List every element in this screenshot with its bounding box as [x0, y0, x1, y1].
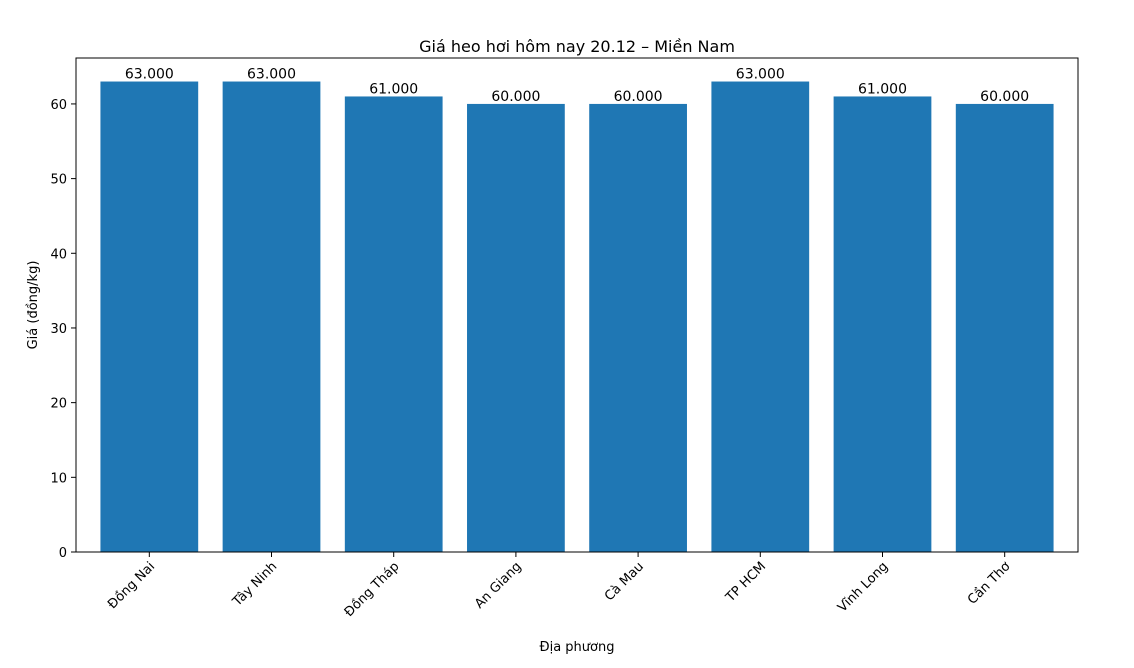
- data-label: 63.000: [247, 67, 296, 83]
- y-tick-label: 20: [50, 397, 67, 412]
- data-label: 63.000: [125, 67, 174, 83]
- bar: [589, 103, 687, 553]
- x-axis: Đồng Nai Tây Ninh Đồng Tháp An Giang Cà Mau T…: [105, 552, 1014, 620]
- x-axis-label: Địa phương: [540, 640, 615, 655]
- bar: [467, 103, 565, 553]
- x-tick-label: TP HCM: [722, 559, 769, 606]
- bar: [100, 81, 199, 553]
- bar: [833, 96, 932, 552]
- x-tick-label: Cần Thơ: [965, 559, 1014, 608]
- data-label: 60.000: [980, 89, 1029, 105]
- y-tick-label: 40: [50, 247, 67, 262]
- data-labels-group: 63.000 63.000 61.000 60.000 60.000 63.000 61.0…: [125, 67, 1029, 105]
- x-tick-label: An Giang: [472, 559, 525, 612]
- y-tick-label: 30: [50, 322, 67, 337]
- data-label: 61.000: [369, 81, 418, 97]
- plot-frame: [75, 57, 1079, 553]
- data-label: 63.000: [736, 67, 785, 83]
- bar: [955, 103, 1054, 553]
- y-tick-label: 60: [50, 98, 67, 113]
- bars-group: [100, 81, 1054, 553]
- x-tick-label: Cà Mau: [602, 559, 647, 604]
- x-tick-label: Đồng Nai: [105, 559, 158, 612]
- y-tick-label: 10: [50, 471, 67, 486]
- y-axis: 0 10 20 30 40 50 60: [50, 98, 76, 561]
- data-label: 60.000: [491, 89, 540, 105]
- y-axis-label: Giá (đồng/kg): [26, 261, 41, 350]
- chart-title: Giá heo hơi hôm nay 20.12 – Miền Nam: [419, 37, 735, 56]
- x-tick-label: Đồng Tháp: [342, 559, 403, 620]
- data-label: 60.000: [614, 89, 663, 105]
- x-tick-label: Vĩnh Long: [835, 559, 891, 615]
- bar: [711, 81, 810, 553]
- x-tick-label: Tây Ninh: [229, 559, 280, 610]
- data-label: 61.000: [858, 81, 907, 97]
- bar: [222, 81, 321, 553]
- y-tick-label: 0: [59, 546, 67, 561]
- y-tick-label: 50: [50, 173, 67, 188]
- bar: [344, 96, 443, 552]
